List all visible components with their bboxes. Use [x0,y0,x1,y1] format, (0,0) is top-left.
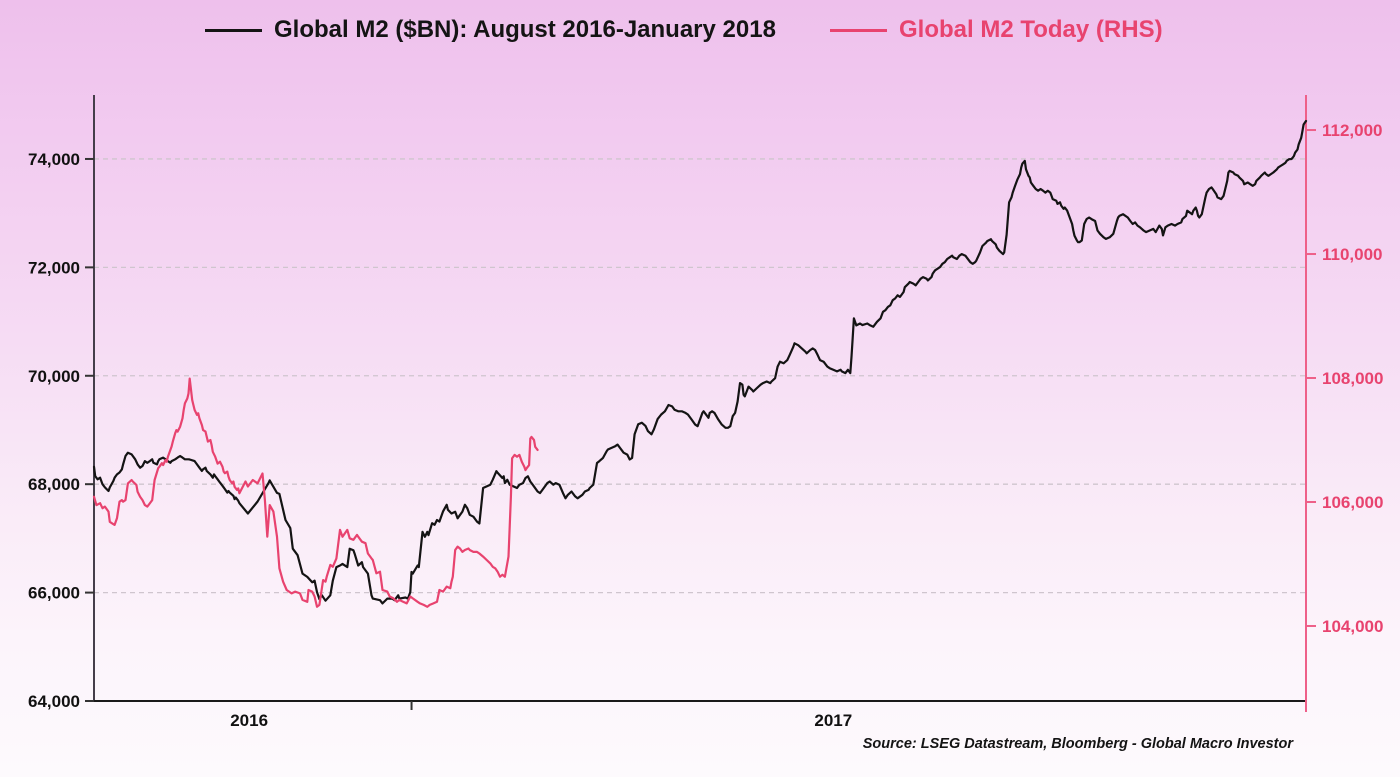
svg-text:74,000: 74,000 [28,150,80,169]
svg-text:70,000: 70,000 [28,367,80,386]
svg-text:2016: 2016 [230,711,268,730]
series-line-global-m2 [92,119,1308,605]
svg-text:104,000: 104,000 [1322,617,1383,636]
gridlines [94,158,1306,594]
series-line-global-m2-today [92,377,539,608]
legend-item-global-m2: Global M2 ($BN): August 2016-January 201… [205,16,776,44]
axes [93,95,1307,712]
legend-label-global-m2: Global M2 ($BN): August 2016-January 201… [274,16,776,43]
y-axis-right-labels: 104,000 106,000 108,000 110,000 112,000 [1306,121,1383,636]
svg-text:110,000: 110,000 [1322,245,1383,264]
x-axis-labels: 2016 2017 [230,701,852,730]
svg-text:66,000: 66,000 [28,584,80,603]
chart-legend: Global M2 ($BN): August 2016-January 201… [0,0,1400,56]
svg-text:108,000: 108,000 [1322,369,1383,388]
source-note: Source: LSEG Datastream, Bloomberg - Glo… [862,736,1293,752]
legend-line-swatch-pink [830,28,887,32]
svg-text:68,000: 68,000 [28,475,80,494]
legend-line-swatch-black [205,28,262,32]
legend-label-global-m2-today: Global M2 Today (RHS) [899,16,1163,43]
svg-text:112,000: 112,000 [1322,121,1383,140]
svg-text:64,000: 64,000 [28,692,80,711]
svg-text:72,000: 72,000 [28,258,80,277]
y-axis-left-labels: 64,000 66,000 68,000 70,000 72,000 74,000 [28,150,94,711]
svg-text:106,000: 106,000 [1322,493,1383,512]
legend-item-global-m2-today: Global M2 Today (RHS) [830,16,1163,44]
svg-text:2017: 2017 [814,711,852,730]
